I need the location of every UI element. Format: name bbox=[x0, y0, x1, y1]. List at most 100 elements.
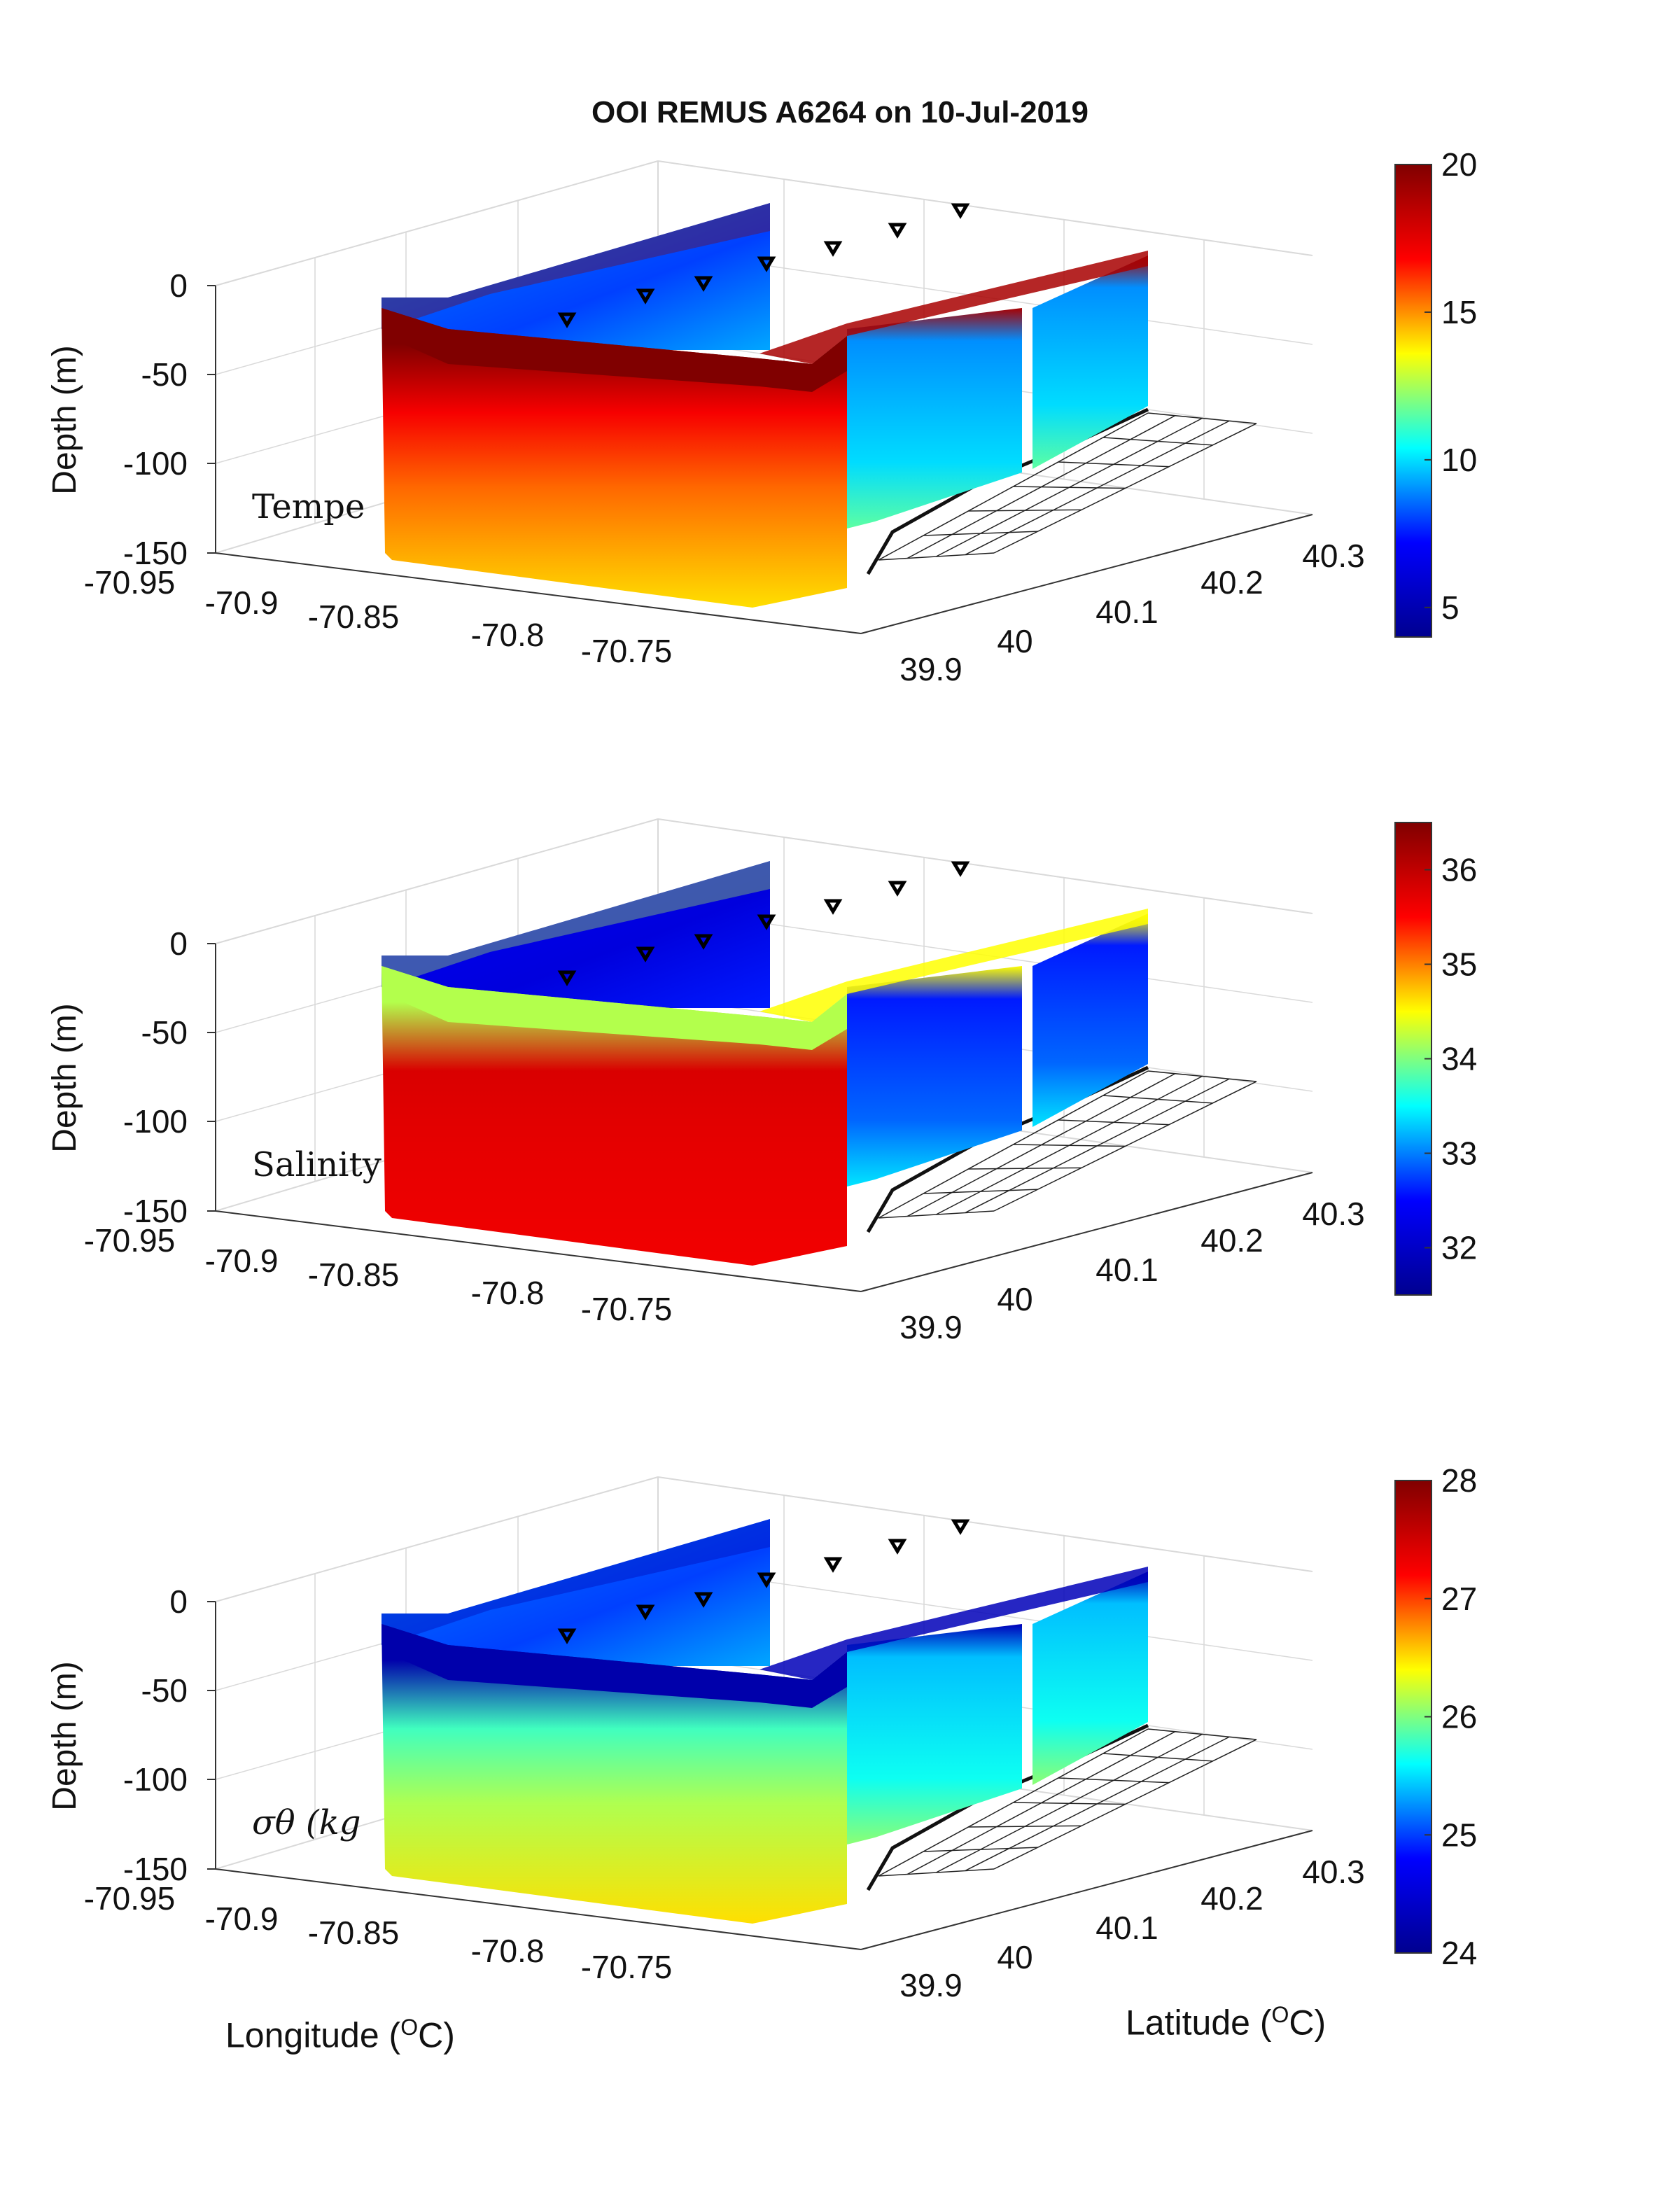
longitude-axis-label: Longitude (OC) bbox=[225, 2015, 455, 2055]
depth-axis-label: Depth (m) bbox=[46, 1003, 83, 1152]
colorbar-tick-label: 34 bbox=[1441, 1041, 1477, 1077]
longitude-axis-line bbox=[215, 1210, 862, 1292]
subplot-label: Tempe bbox=[252, 487, 365, 526]
station-marker bbox=[888, 881, 907, 897]
grid-line bbox=[215, 1476, 659, 1602]
mesh-line bbox=[906, 1073, 1176, 1217]
station-marker bbox=[694, 276, 713, 292]
mesh-line bbox=[906, 1731, 1176, 1875]
station-marker bbox=[888, 1539, 907, 1555]
offshore-section-left bbox=[847, 1624, 1022, 1844]
colorbar-tick-label: 5 bbox=[1441, 589, 1460, 626]
back-section-surface bbox=[382, 861, 770, 987]
longitude-tick-label: -70.95 bbox=[84, 564, 175, 601]
longitude-tick-label: -70.85 bbox=[308, 1256, 399, 1293]
longitude-tick-label: -70.95 bbox=[84, 1222, 175, 1259]
back-section-surface bbox=[382, 1519, 770, 1645]
colorbar-tick-label: 15 bbox=[1441, 294, 1477, 330]
depth-tick-label: -150 bbox=[123, 1193, 188, 1229]
latitude-axis-line bbox=[860, 1830, 1313, 1950]
subplot-label: Salinity bbox=[252, 1145, 382, 1184]
front-surface-layer bbox=[382, 308, 847, 392]
colorbar-tick-label: 28 bbox=[1441, 1462, 1477, 1499]
longitude-tick-label: -70.8 bbox=[471, 1275, 545, 1311]
back-section bbox=[382, 203, 770, 350]
offshore-section-left bbox=[847, 308, 1022, 528]
mesh-line bbox=[993, 1081, 1257, 1212]
colorbar-tick-label: 33 bbox=[1441, 1135, 1477, 1172]
depth-tick-label: -100 bbox=[123, 1103, 188, 1140]
latitude-axis-line bbox=[860, 1172, 1313, 1292]
grid-line bbox=[657, 160, 1313, 256]
longitude-axis-line bbox=[215, 1868, 862, 1950]
mesh-line bbox=[906, 415, 1176, 559]
mesh-line bbox=[936, 1733, 1203, 1873]
depth-axis-label: Depth (m) bbox=[46, 1661, 83, 1810]
longitude-tick-label: -70.9 bbox=[205, 1900, 279, 1937]
depth-tick-label: 0 bbox=[169, 267, 188, 304]
latitude-axis-label: Latitude (OC) bbox=[1126, 2002, 1326, 2043]
station-marker bbox=[557, 970, 577, 986]
subplot-label: σθ (kg bbox=[252, 1803, 360, 1842]
colorbar-tick-label: 10 bbox=[1441, 442, 1477, 478]
longitude-unit: C bbox=[418, 2015, 444, 2055]
grid-line bbox=[215, 160, 659, 286]
back-section bbox=[382, 861, 770, 1008]
latitude-unit-sup: O bbox=[1271, 2002, 1289, 2027]
longitude-tick-label: -70.8 bbox=[471, 617, 545, 653]
longitude-tick-label: -70.95 bbox=[84, 1880, 175, 1917]
station-marker bbox=[823, 1557, 843, 1573]
mesh-line bbox=[878, 412, 1149, 561]
grid-line bbox=[657, 1476, 1313, 1572]
station-marker bbox=[951, 1519, 970, 1535]
longitude-unit-sup: O bbox=[400, 2015, 419, 2040]
longitude-tick-label: -70.9 bbox=[205, 584, 279, 621]
mesh-line bbox=[878, 1728, 1149, 1877]
depth-axis-label: Depth (m) bbox=[46, 345, 83, 494]
station-marker bbox=[636, 1604, 655, 1620]
station-marker bbox=[694, 934, 713, 950]
latitude-tick-label: 39.9 bbox=[899, 1967, 962, 2003]
latitude-tick-label: 39.9 bbox=[899, 651, 962, 687]
latitude-tick-label: 39.9 bbox=[899, 1309, 962, 1345]
latitude-tick-label: 40.3 bbox=[1302, 538, 1365, 574]
front-surface-layer bbox=[382, 966, 847, 1050]
figure-title: OOI REMUS A6264 on 10-Jul-2019 bbox=[592, 95, 1088, 130]
longitude-tick-label: -70.8 bbox=[471, 1933, 545, 1969]
latitude-tick-label: 40.2 bbox=[1200, 564, 1264, 601]
depth-tick-label: -150 bbox=[123, 535, 188, 571]
colorbar-tick-label: 27 bbox=[1441, 1581, 1477, 1617]
latitude-tick-label: 40.3 bbox=[1302, 1196, 1365, 1232]
station-marker bbox=[757, 1572, 776, 1588]
station-marker bbox=[557, 1628, 577, 1644]
offshore-section-right bbox=[1032, 1572, 1148, 1785]
colorbar-tick-label: 26 bbox=[1441, 1699, 1477, 1735]
depth-tick-label: -100 bbox=[123, 1761, 188, 1798]
station-marker bbox=[757, 256, 776, 272]
longitude-tick-label: -70.75 bbox=[581, 633, 672, 669]
station-marker bbox=[888, 223, 907, 239]
mesh-line bbox=[878, 1070, 1149, 1219]
colorbar-tick-label: 32 bbox=[1441, 1230, 1477, 1266]
depth-tick-label: -50 bbox=[141, 356, 188, 393]
back-section bbox=[382, 1519, 770, 1666]
station-marker bbox=[694, 1592, 713, 1608]
depth-tick-label: 0 bbox=[169, 925, 188, 962]
offshore-surface-strip bbox=[760, 251, 1148, 364]
mesh-line bbox=[993, 1739, 1257, 1870]
station-marker bbox=[557, 312, 577, 328]
station-marker bbox=[823, 241, 843, 257]
mesh-line bbox=[936, 417, 1203, 557]
latitude-unit: C bbox=[1289, 2003, 1315, 2043]
grid-line bbox=[657, 818, 1313, 914]
longitude-tick-label: -70.85 bbox=[308, 1914, 399, 1951]
longitude-axis-line bbox=[215, 552, 862, 634]
latitude-tick-label: 40.2 bbox=[1200, 1880, 1264, 1917]
longitude-tick-label: -70.9 bbox=[205, 1242, 279, 1279]
latitude-axis-line bbox=[860, 514, 1313, 634]
depth-tick-label: -150 bbox=[123, 1851, 188, 1887]
colorbar-tick-label: 25 bbox=[1441, 1816, 1477, 1853]
latitude-tick-label: 40.1 bbox=[1096, 1252, 1158, 1288]
